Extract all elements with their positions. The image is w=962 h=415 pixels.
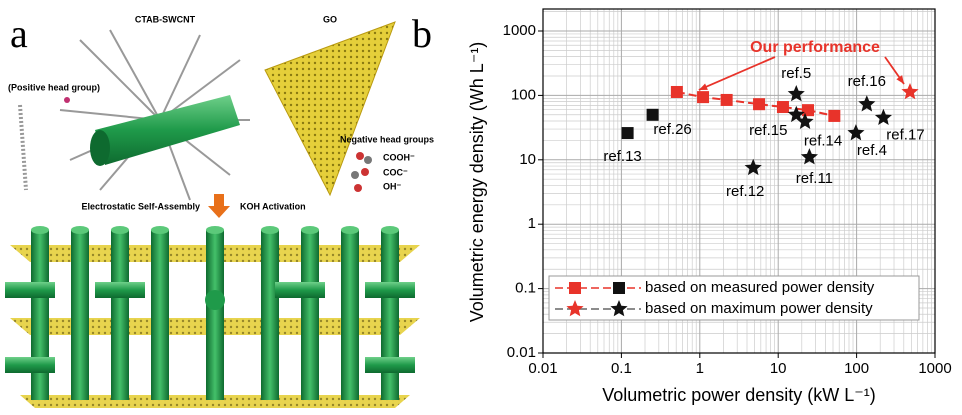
nanotube-column bbox=[206, 230, 224, 400]
square-marker bbox=[622, 127, 634, 139]
point-label: ref.15 bbox=[749, 122, 787, 139]
point-label: ref.4 bbox=[857, 142, 887, 159]
atom bbox=[361, 168, 369, 176]
nanotube-column bbox=[31, 230, 49, 400]
point-label: ref.14 bbox=[804, 133, 842, 150]
point-label: ref.13 bbox=[603, 148, 641, 165]
nanotube-column bbox=[341, 230, 359, 400]
x-tick-label: 100 bbox=[844, 360, 869, 377]
panel-label: a bbox=[10, 11, 28, 56]
nanotube-row bbox=[275, 282, 325, 298]
positive-label: (Positive head group) bbox=[8, 82, 100, 92]
step-label: KOH Activation bbox=[240, 201, 306, 211]
atom bbox=[354, 184, 362, 192]
nanotube-column bbox=[71, 230, 89, 400]
nanotube-row bbox=[5, 282, 55, 298]
illustration: a CTAB-SWCNT GO (Positive head group) Ne… bbox=[5, 11, 434, 408]
figure: a CTAB-SWCNT GO (Positive head group) Ne… bbox=[0, 0, 962, 410]
x-tick-label: 1000 bbox=[918, 360, 951, 377]
head-atom bbox=[64, 97, 70, 103]
group-label: COOH⁻ bbox=[383, 152, 415, 162]
atom bbox=[364, 156, 372, 164]
nanotube-column bbox=[151, 230, 169, 400]
arrow bbox=[208, 194, 230, 218]
x-axis-label: Volumetric power density (kW L⁻¹) bbox=[602, 385, 876, 405]
legend-label: based on measured power density bbox=[645, 279, 875, 296]
group-label: OH⁻ bbox=[383, 181, 402, 191]
point-label: ref.5 bbox=[781, 65, 811, 82]
nanotube-top bbox=[381, 226, 399, 234]
x-tick-label: 0.01 bbox=[528, 360, 557, 377]
square-marker bbox=[647, 109, 659, 121]
step-label: Electrostatic Self-Assembly bbox=[81, 201, 200, 211]
plot: 0.01 0.1 1 10 100 1000 0.01 0.1 1 10 100 1000 Volume… bbox=[467, 9, 952, 405]
nanotube-top bbox=[151, 226, 169, 234]
atom bbox=[356, 152, 364, 160]
ctab-chain bbox=[20, 105, 26, 190]
y-tick-label: 100 bbox=[511, 86, 536, 103]
nanotube-top bbox=[341, 226, 359, 234]
panel-label: b bbox=[412, 11, 432, 56]
nanotube-column bbox=[261, 230, 279, 400]
nanotube-end bbox=[90, 130, 110, 166]
nanotube-top bbox=[31, 226, 49, 234]
swcnt-label: CTAB-SWCNT bbox=[135, 14, 196, 24]
nanotube-center bbox=[205, 290, 225, 310]
legend-marker bbox=[613, 282, 625, 294]
nanotube-row bbox=[95, 282, 145, 298]
y-tick-label: 10 bbox=[519, 151, 536, 168]
y-axis-label: Volumetric energy density (Wh L⁻¹) bbox=[467, 42, 487, 323]
y-tick-label: 0.1 bbox=[515, 280, 536, 297]
square-marker bbox=[697, 91, 709, 103]
nanotube-row bbox=[365, 357, 415, 373]
y-tick-label: 1000 bbox=[503, 22, 536, 39]
x-tick-label: 1 bbox=[696, 360, 704, 377]
annotation: Our performance bbox=[750, 39, 880, 56]
nanotube-row bbox=[5, 357, 55, 373]
square-marker bbox=[671, 86, 683, 98]
y-tick-label: 1 bbox=[528, 215, 536, 232]
y-tick-label: 0.01 bbox=[507, 344, 536, 361]
go-label: GO bbox=[323, 14, 337, 24]
x-tick-label: 0.1 bbox=[611, 360, 632, 377]
nanotube-top bbox=[71, 226, 89, 234]
nanotube-top bbox=[206, 226, 224, 234]
nanotube-row bbox=[365, 282, 415, 298]
point-label: ref.26 bbox=[653, 121, 691, 138]
square-marker bbox=[721, 94, 733, 106]
negative-label: Negative head groups bbox=[340, 134, 434, 144]
x-tick-label: 10 bbox=[770, 360, 787, 377]
nanotube-column bbox=[381, 230, 399, 400]
graphene-oxide bbox=[265, 22, 395, 195]
nanotube-column bbox=[111, 230, 129, 400]
atom bbox=[351, 171, 359, 179]
square-marker bbox=[828, 110, 840, 122]
nanotube-column bbox=[301, 230, 319, 400]
legend-marker bbox=[569, 282, 581, 294]
square-marker bbox=[777, 101, 789, 113]
assembly bbox=[5, 226, 420, 408]
legend-label: based on maximum power density bbox=[645, 300, 873, 317]
square-marker bbox=[753, 98, 765, 110]
point-label: ref.16 bbox=[848, 73, 886, 90]
nanotube-top bbox=[261, 226, 279, 234]
point-label: ref.11 bbox=[796, 170, 833, 187]
square-marker bbox=[802, 104, 814, 116]
group-label: COC⁻ bbox=[383, 167, 408, 177]
point-label: ref.12 bbox=[726, 183, 764, 200]
point-label: ref.17 bbox=[886, 127, 924, 144]
nanotube-top bbox=[111, 226, 129, 234]
nanotube-top bbox=[301, 226, 319, 234]
